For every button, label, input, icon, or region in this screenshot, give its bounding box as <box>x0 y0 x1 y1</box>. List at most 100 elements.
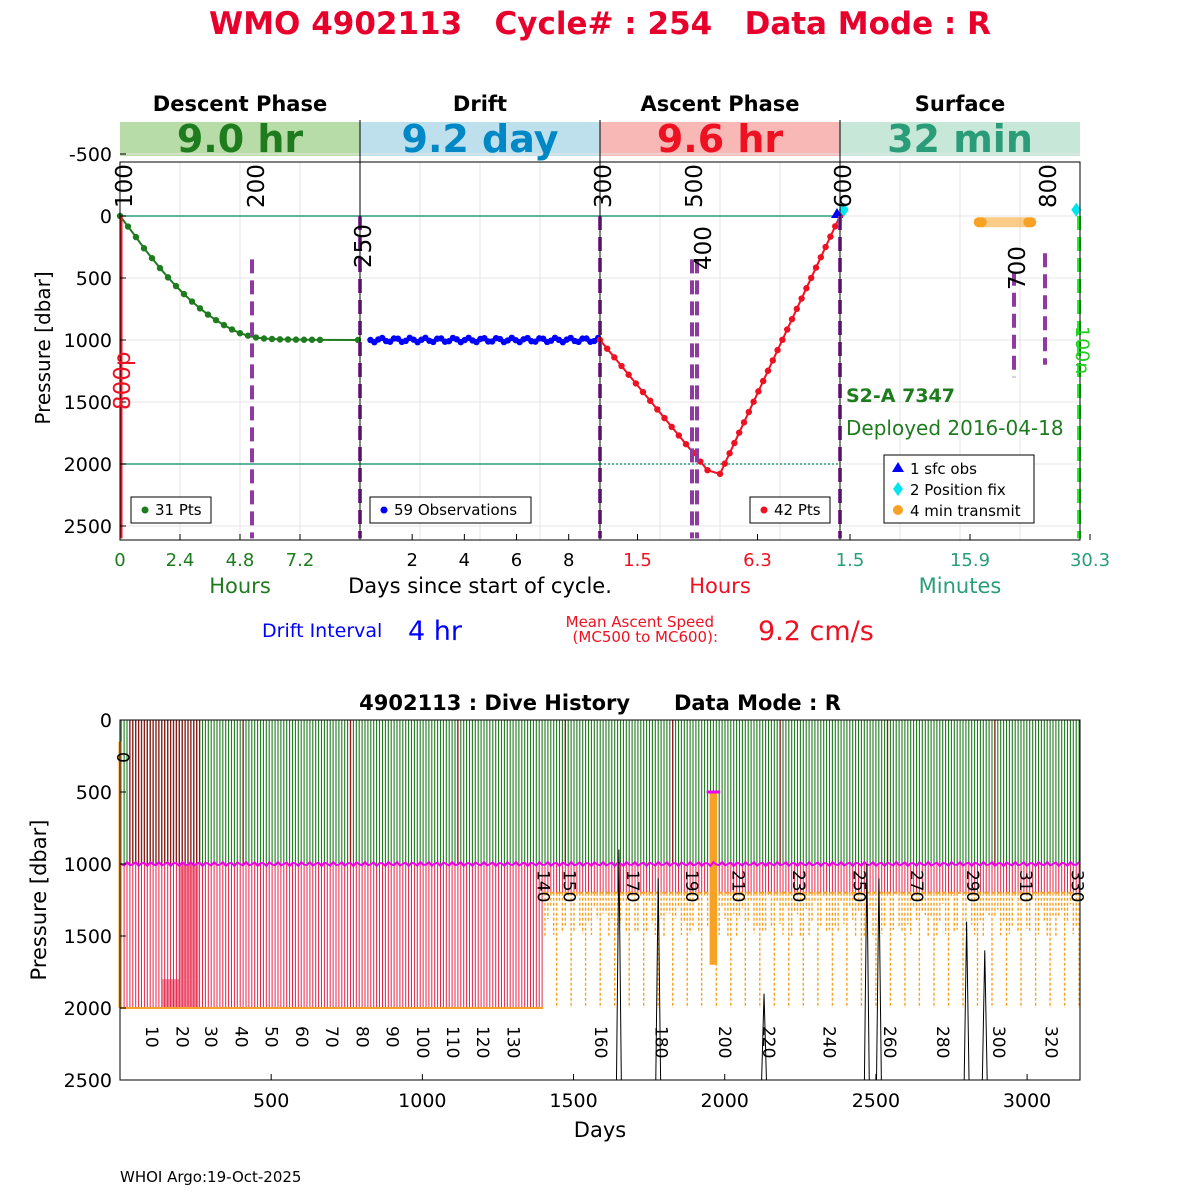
ascent-point <box>832 223 839 230</box>
x-tick-label: 2.4 <box>166 550 195 571</box>
phase-band <box>360 122 600 156</box>
phase-name: Descent Phase <box>153 92 327 116</box>
cycle-label: 230 <box>788 870 808 902</box>
descent-point <box>284 336 292 343</box>
cycle-label: 190 <box>681 870 701 902</box>
cycle-label: 0 <box>112 752 132 763</box>
x-tick-label: 0 <box>114 550 125 571</box>
anomaly-block <box>709 792 718 965</box>
profile-bars-late <box>544 892 1080 1008</box>
depth-trace <box>655 878 662 1081</box>
ascent-point <box>798 295 805 302</box>
cycle-label: 110 <box>442 1026 462 1058</box>
cycle-label: 100 <box>412 1026 432 1058</box>
cycle-label: 160 <box>590 1026 610 1058</box>
legend-marker <box>760 506 768 514</box>
cycle-label: 200 <box>714 1026 734 1058</box>
y-axis-label: Pressure [dbar] <box>31 271 55 424</box>
phase-name: Drift <box>453 92 507 116</box>
descent-point <box>236 329 244 337</box>
ascent-point <box>646 397 654 404</box>
profile-dense-block <box>162 979 199 1008</box>
cycle-label: 280 <box>932 1026 952 1058</box>
bottom-axes-frame <box>119 719 1081 1081</box>
y-tick-label: 2500 <box>64 516 112 538</box>
y-tick-label: 500 <box>76 268 112 290</box>
cycle-label: 50 <box>261 1026 281 1048</box>
mc-label: 400 <box>691 226 717 270</box>
phase-band <box>120 122 360 156</box>
x-tick-label: 1.5 <box>836 550 865 571</box>
phase-duration: 9.6 hr <box>657 117 784 161</box>
cycle-label: 330 <box>1066 870 1086 902</box>
surface-legend-label: 2 Position fix <box>910 481 1006 499</box>
ascent-point <box>764 367 772 374</box>
x-tick-label: 4 <box>459 550 470 571</box>
cycle-label: 80 <box>351 1026 371 1048</box>
x-tick-label: 4.8 <box>226 550 255 571</box>
descent-point <box>300 336 308 343</box>
park-depth-bars-dark <box>129 720 996 864</box>
cycle-label: 170 <box>622 870 642 902</box>
transmit-icon <box>893 505 903 515</box>
descent-point <box>164 274 172 281</box>
y-tick-label: 0 <box>100 710 112 732</box>
legend-label: 59 Observations <box>394 501 517 519</box>
x-tick-label: 3000 <box>1003 1090 1051 1112</box>
cycle-label: 180 <box>651 1026 671 1058</box>
x-axis-label: Hours <box>209 574 271 598</box>
bottom-chart-title: 4902113 : Dive History Data Mode : R <box>359 691 841 715</box>
descent-point <box>276 336 284 343</box>
top-axes-frame <box>119 161 1081 541</box>
y-tick-label: 1000 <box>64 330 112 352</box>
y-tick-label: 500 <box>76 782 112 804</box>
cycle-label: 140 <box>533 870 553 902</box>
descent-point <box>156 264 164 272</box>
descent-point <box>308 336 316 343</box>
ascent-point <box>745 408 752 416</box>
ascent-point <box>817 254 824 261</box>
descent-point <box>268 335 276 343</box>
ascent-point <box>704 467 711 474</box>
footer-credit: WHOI Argo:19-Oct-2025 <box>120 1168 301 1186</box>
cycle-label: 270 <box>906 870 926 902</box>
cycle-label: 120 <box>472 1026 492 1058</box>
cycle-label: 60 <box>291 1026 311 1048</box>
x-tick-label: 2000 <box>701 1090 749 1112</box>
ascent-point <box>675 432 683 439</box>
ascent-point <box>822 243 829 251</box>
x-tick-label: 8 <box>563 550 574 571</box>
transmit-point <box>1026 217 1037 228</box>
cycle-label: 220 <box>758 1026 778 1058</box>
y-axis-label: Pressure [dbar] <box>27 820 51 981</box>
depth-trace <box>876 878 882 1081</box>
mc-label: 800 <box>1036 164 1062 208</box>
descent-point <box>316 336 324 344</box>
ascent-point <box>827 233 834 240</box>
profile-bars <box>120 864 1080 1008</box>
ascent-point <box>793 305 800 313</box>
surface-legend-box <box>883 454 1035 524</box>
descent-point <box>292 336 300 343</box>
ascent-point <box>611 354 618 361</box>
descent-point <box>132 233 140 241</box>
descent-point <box>196 305 204 312</box>
mc-label: 100n <box>1071 326 1093 374</box>
mc-label: 600 <box>831 164 857 208</box>
x-axis-label: Minutes <box>919 574 1002 598</box>
x-tick-label: 2500 <box>852 1090 900 1112</box>
x-axis-label: Days <box>574 1118 626 1142</box>
cycle-label: 70 <box>321 1026 341 1048</box>
y-tick-label: 1500 <box>64 926 112 948</box>
ascent-point <box>716 470 724 478</box>
mc-label: 700 <box>1005 246 1031 290</box>
mc-label: 500 <box>682 164 708 208</box>
depth-trace <box>963 921 970 1081</box>
ascent-point <box>755 388 762 395</box>
cycle-label: 150 <box>558 870 578 902</box>
x-tick-label: 7.2 <box>286 550 315 571</box>
deployment-date: Deployed 2016-04-18 <box>846 416 1064 440</box>
ascent-point <box>769 357 776 364</box>
park-depth-bars <box>120 720 1080 864</box>
ascent-point <box>740 419 748 426</box>
